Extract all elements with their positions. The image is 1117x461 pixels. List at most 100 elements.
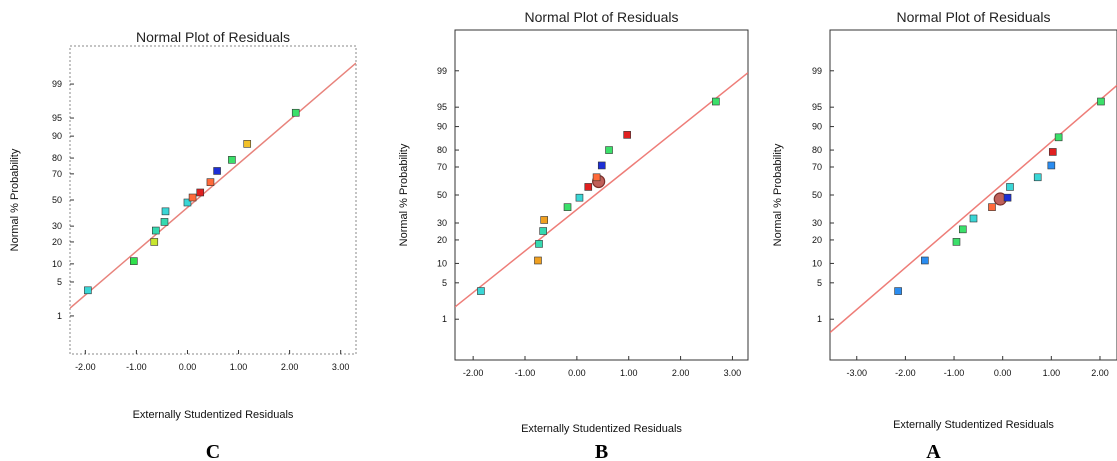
plot-frame xyxy=(454,29,749,361)
data-point xyxy=(1048,148,1057,156)
y-tick-label: 80 xyxy=(52,153,62,163)
data-point xyxy=(213,167,221,175)
data-point xyxy=(988,203,996,211)
x-tick-label: 3.00 xyxy=(724,368,742,378)
data-point xyxy=(575,193,584,202)
y-tick-label: 99 xyxy=(812,66,822,76)
data-point xyxy=(196,188,205,197)
x-tick-label: 0.00 xyxy=(568,368,586,378)
data-point xyxy=(535,240,543,248)
data-point xyxy=(161,207,170,216)
y-tick-label: 30 xyxy=(812,218,822,228)
x-axis-label: Externally Studentized Residuals xyxy=(521,423,682,435)
y-tick-label: 5 xyxy=(817,278,822,288)
y-tick-label: 70 xyxy=(437,162,447,172)
data-point xyxy=(597,161,606,170)
y-tick-label: 1 xyxy=(817,314,822,324)
data-point xyxy=(958,225,967,234)
data-point xyxy=(534,256,542,265)
data-point xyxy=(584,183,593,191)
y-tick-label: 30 xyxy=(52,221,62,231)
x-tick-label: -2.00 xyxy=(75,362,96,372)
x-axis-label: Externally Studentized Residuals xyxy=(133,409,294,421)
data-point xyxy=(152,226,160,235)
data-point xyxy=(712,97,720,106)
y-axis-label: Normal % Probability xyxy=(772,143,784,246)
plot-panel-c: 1 5 10 20 30 50 70 80 90 95 99 -2.00 -1.00 0.00 1.00 2.… xyxy=(9,29,357,461)
x-tick-label: 3.00 xyxy=(332,362,350,372)
x-tick-label: -3.00 xyxy=(846,368,867,378)
y-tick-label: 99 xyxy=(437,66,447,76)
data-point xyxy=(605,146,613,154)
y-tick-label: 50 xyxy=(812,190,822,200)
x-tick-label: 2.00 xyxy=(1091,368,1109,378)
data-point xyxy=(1054,133,1063,142)
data-point xyxy=(228,156,236,164)
y-tick-label: 90 xyxy=(437,122,447,132)
x-tick-label: -2.00 xyxy=(895,368,916,378)
y-tick-label: 10 xyxy=(52,259,62,269)
y-tick-label: 70 xyxy=(52,169,62,179)
data-point xyxy=(969,214,978,223)
x-tick-label: -2.00 xyxy=(463,368,484,378)
data-point xyxy=(130,257,138,265)
data-point xyxy=(1047,161,1056,170)
data-point xyxy=(1006,183,1014,191)
data-point xyxy=(183,198,192,207)
plot-panel-a: 1 5 10 20 30 50 70 80 90 95 99 -3.00 -2.00 -1.00 0.00 1… xyxy=(772,9,1117,461)
x-tick-label: 1.00 xyxy=(1043,368,1061,378)
y-tick-label: 20 xyxy=(812,235,822,245)
y-tick-label: 1 xyxy=(442,314,447,324)
data-point xyxy=(243,140,252,148)
data-point xyxy=(150,238,159,246)
y-tick-label: 80 xyxy=(437,145,447,155)
data-point xyxy=(540,216,548,224)
panel-label: B xyxy=(595,441,608,461)
plot-frame xyxy=(69,45,357,355)
x-tick-label: -1.00 xyxy=(515,368,536,378)
y-tick-label: 95 xyxy=(812,102,822,112)
y-tick-label: 20 xyxy=(437,235,447,245)
y-tick-label: 5 xyxy=(57,277,62,287)
y-tick-label: 95 xyxy=(437,102,447,112)
y-tick-label: 20 xyxy=(52,237,62,247)
data-point xyxy=(160,218,169,226)
data-point xyxy=(188,193,197,202)
x-tick-label: 2.00 xyxy=(281,362,299,372)
x-tick-label: 0.00 xyxy=(994,368,1012,378)
y-tick-label: 5 xyxy=(442,278,447,288)
y-tick-label: 10 xyxy=(437,258,447,268)
x-tick-label: -1.00 xyxy=(126,362,147,372)
y-tick-label: 50 xyxy=(52,195,62,205)
data-point xyxy=(291,108,300,117)
plot-title: Normal Plot of Residuals xyxy=(136,29,290,45)
y-tick-label: 50 xyxy=(437,190,447,200)
fit-line xyxy=(830,84,1117,334)
plot-title: Normal Plot of Residuals xyxy=(524,9,678,25)
data-point xyxy=(206,178,215,186)
x-tick-label: 2.00 xyxy=(672,368,690,378)
x-tick-label: 0.00 xyxy=(179,362,197,372)
data-point xyxy=(623,131,631,139)
data-point xyxy=(563,203,572,211)
y-axis-label: Normal % Probability xyxy=(9,148,21,251)
x-tick-label: 1.00 xyxy=(230,362,248,372)
fit-line xyxy=(455,72,748,308)
plot-frame xyxy=(829,29,1117,361)
x-axis-label: Externally Studentized Residuals xyxy=(893,419,1054,431)
data-point xyxy=(84,286,92,295)
y-tick-label: 10 xyxy=(812,258,822,268)
y-tick-label: 90 xyxy=(812,122,822,132)
y-tick-label: 95 xyxy=(52,113,62,123)
y-tick-label: 80 xyxy=(812,145,822,155)
panel-label: A xyxy=(926,441,941,461)
data-point xyxy=(592,173,601,182)
y-tick-label: 99 xyxy=(52,79,62,89)
y-axis-label: Normal % Probability xyxy=(398,143,410,246)
x-tick-label: -1.00 xyxy=(944,368,965,378)
plot-panel-b: 1 5 10 20 30 50 70 80 90 95 99 -2.00 -1.00 0.00 1.00 2.… xyxy=(398,9,749,461)
data-point xyxy=(1097,97,1105,106)
y-tick-label: 90 xyxy=(52,131,62,141)
y-tick-label: 30 xyxy=(437,218,447,228)
panel-label: C xyxy=(206,441,220,461)
